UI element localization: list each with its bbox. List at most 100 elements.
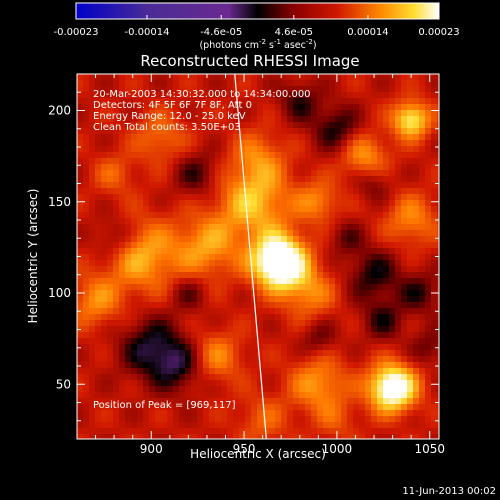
heatmap-cell [407,194,414,201]
heatmap-cell [341,110,348,117]
heatmap-cell [419,350,426,357]
heatmap-cell [155,254,162,261]
heatmap-cell [431,98,438,105]
heatmap-cell [95,128,102,135]
heatmap-cell [377,404,384,411]
heatmap-cell [347,80,354,87]
heatmap-cell [239,164,246,171]
heatmap-cell [431,296,438,303]
heatmap-cell [281,404,288,411]
heatmap-cell [209,194,216,201]
heatmap-cell [359,434,366,439]
heatmap-cell [437,110,439,117]
heatmap-cell [185,110,192,117]
heatmap-cell [293,110,300,117]
heatmap-cell [413,242,420,249]
heatmap-cell [185,86,192,93]
heatmap-cell [101,290,108,297]
heatmap-cell [83,266,90,273]
heatmap-cell [95,170,102,177]
heatmap-cell [335,392,342,399]
heatmap-cell [323,152,330,159]
heatmap-cell [179,110,186,117]
heatmap-cell [437,296,439,303]
heatmap-cell [419,278,426,285]
heatmap-cell [425,104,432,111]
heatmap-cell [305,80,312,87]
heatmap-cell [353,320,360,327]
heatmap-cell [275,254,282,261]
heatmap-cell [383,410,390,417]
heatmap-cell [389,362,396,369]
heatmap-cell [311,194,318,201]
heatmap-cell [203,236,210,243]
heatmap-cell [335,320,342,327]
heatmap-cell [359,182,366,189]
heatmap-cell [209,98,216,105]
heatmap-cell [335,134,342,141]
heatmap-cell [323,212,330,219]
heatmap-cell [281,122,288,129]
heatmap-cell [113,146,120,153]
heatmap-cell [377,104,384,111]
heatmap-cell [197,422,204,429]
heatmap-cell [269,176,276,183]
heatmap-cell [329,164,336,171]
heatmap-cell [323,230,330,237]
heatmap-cell [101,278,108,285]
heatmap-cell [263,110,270,117]
heatmap-cell [167,92,174,99]
heatmap-cell [227,212,234,219]
heatmap-cell [323,380,330,387]
heatmap-cell [185,362,192,369]
heatmap-cell [197,332,204,339]
heatmap-cell [191,380,198,387]
heatmap-cell [257,284,264,291]
heatmap-cell [155,224,162,231]
heatmap-cell [437,92,439,99]
heatmap-cell [167,320,174,327]
heatmap-cell [413,296,420,303]
heatmap-cell [389,176,396,183]
heatmap-cell [167,332,174,339]
heatmap-cell [137,146,144,153]
heatmap-cell [143,242,150,249]
heatmap-cell [383,302,390,309]
heatmap-cell [305,344,312,351]
heatmap-cell [221,122,228,129]
heatmap-cell [359,122,366,129]
heatmap-cell [377,272,384,279]
heatmap-cell [365,134,372,141]
heatmap-cell [161,266,168,273]
heatmap-cell [425,314,432,321]
heatmap-cell [107,284,114,291]
heatmap-cell [101,122,108,129]
heatmap-cell [329,272,336,279]
heatmap-cell [359,260,366,267]
heatmap-cell [209,170,216,177]
heatmap-cell [263,398,270,405]
heatmap-cell [251,314,258,321]
heatmap-cell [245,404,252,411]
heatmap-cell [281,212,288,219]
heatmap-cell [101,410,108,417]
heatmap-cell [155,212,162,219]
heatmap-cell [275,104,282,111]
heatmap-cell [269,146,276,153]
heatmap-cell [329,308,336,315]
heatmap-cell [407,104,414,111]
heatmap-cell [371,116,378,123]
heatmap-cell [101,128,108,135]
heatmap-cell [293,308,300,315]
heatmap-cell [107,128,114,135]
heatmap-cell [221,386,228,393]
heatmap-cell [269,380,276,387]
heatmap-cell [371,392,378,399]
heatmap-cell [371,218,378,225]
heatmap-cell [425,116,432,123]
heatmap-cell [119,140,126,147]
heatmap-cell [77,158,84,165]
heatmap-cell [389,188,396,195]
heatmap-cell [209,212,216,219]
heatmap-cell [389,116,396,123]
